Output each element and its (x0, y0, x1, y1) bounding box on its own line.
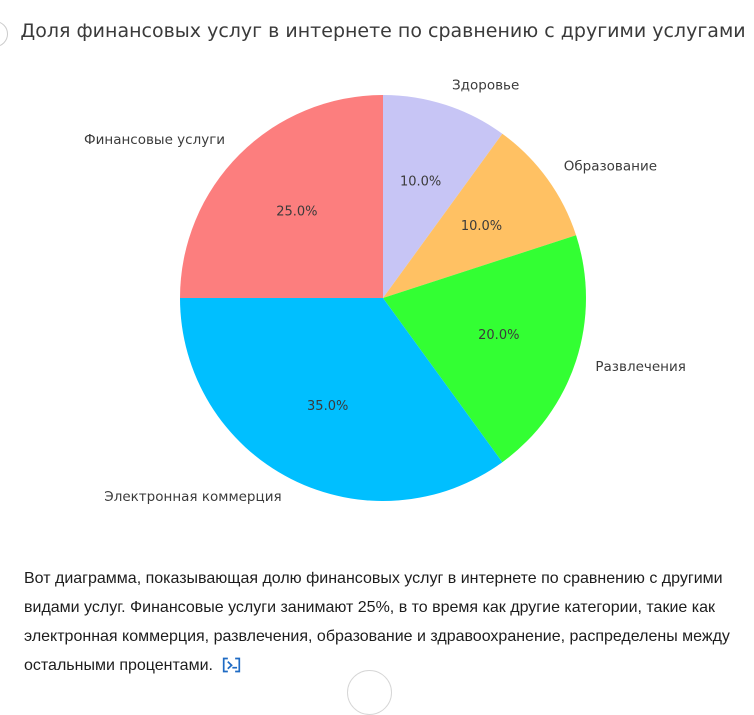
pie-slice-1 (383, 133, 577, 298)
slice-label-1: Образование (564, 159, 657, 175)
pie-slice-0 (383, 95, 503, 298)
scroll-down-button[interactable] (347, 670, 392, 715)
pie-slice-3 (180, 298, 503, 501)
slice-label-0: Здоровье (452, 78, 519, 94)
slice-percent-4: 25.0% (276, 204, 317, 219)
slice-label-2: Развлечения (595, 359, 686, 375)
slice-label-4: Финансовые услуги (84, 132, 225, 148)
pie-slice-2 (383, 235, 586, 463)
answer-text: Вот диаграмма, показывающая долю финансо… (24, 570, 730, 674)
slice-percent-3: 35.0% (307, 399, 348, 414)
answer-paragraph: Вот диаграмма, показывающая долю финансо… (24, 564, 738, 680)
pie-labels: 10.0% Здоровье 10.0% Образование 20.0% Развле… (84, 78, 686, 505)
pie-chart: Доля финансовых услуг в интернете по сра… (20, 20, 745, 505)
slice-percent-1: 10.0% (461, 219, 502, 234)
pie-slice-4 (180, 95, 383, 298)
slice-percent-2: 20.0% (478, 328, 519, 343)
slice-label-3: Электронная коммерция (104, 489, 281, 505)
chart-title: Доля финансовых услуг в интернете по сра… (20, 20, 745, 42)
code-terminal-icon[interactable] (222, 657, 241, 673)
pie-slices (180, 95, 586, 501)
slice-percent-0: 10.0% (400, 175, 441, 190)
